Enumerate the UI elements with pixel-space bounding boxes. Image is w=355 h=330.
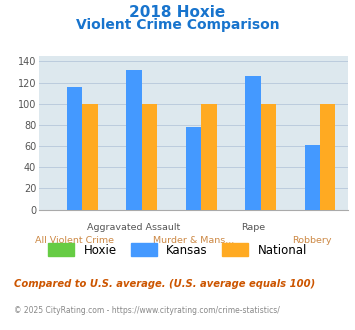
Bar (261, 104, 276, 210)
Text: Aggravated Assault: Aggravated Assault (87, 223, 181, 232)
Bar (126, 70, 142, 210)
Text: Robbery: Robbery (293, 236, 332, 245)
Text: Murder & Mans...: Murder & Mans... (153, 236, 234, 245)
Bar (186, 127, 201, 210)
Text: Rape: Rape (241, 223, 265, 232)
Bar (142, 104, 157, 210)
Legend: Hoxie, Kansas, National: Hoxie, Kansas, National (43, 239, 312, 261)
Bar (305, 145, 320, 210)
Text: Compared to U.S. average. (U.S. average equals 100): Compared to U.S. average. (U.S. average … (14, 279, 316, 289)
Bar (320, 104, 335, 210)
Text: © 2025 CityRating.com - https://www.cityrating.com/crime-statistics/: © 2025 CityRating.com - https://www.city… (14, 306, 280, 315)
Bar (245, 76, 261, 210)
Text: All Violent Crime: All Violent Crime (35, 236, 114, 245)
Text: Violent Crime Comparison: Violent Crime Comparison (76, 18, 279, 32)
Bar (201, 104, 217, 210)
Text: 2018 Hoxie: 2018 Hoxie (129, 5, 226, 20)
Bar (67, 87, 82, 210)
Bar (82, 104, 98, 210)
